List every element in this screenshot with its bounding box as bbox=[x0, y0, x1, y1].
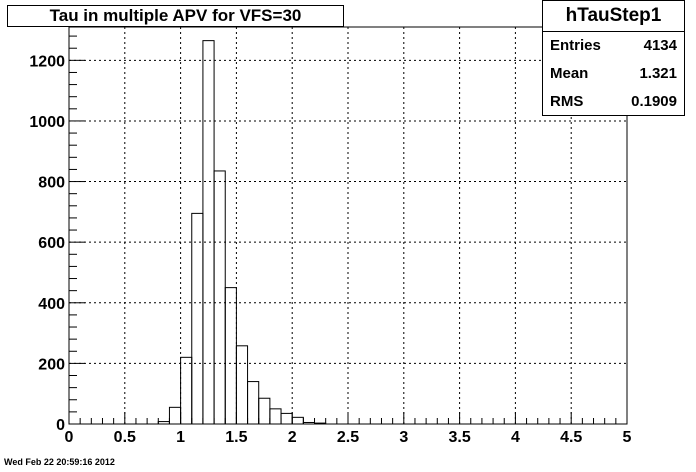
histogram-bin bbox=[168, 406, 182, 425]
stats-mean-value: 1.321 bbox=[639, 65, 677, 82]
histogram-bin bbox=[224, 287, 237, 425]
stats-rms-row: RMS 0.1909 bbox=[543, 88, 684, 116]
timestamp: Wed Feb 22 20:59:16 2012 bbox=[4, 457, 115, 467]
histogram-bin bbox=[291, 416, 304, 425]
x-tick-label: 4.5 bbox=[560, 429, 582, 446]
stats-entries-label: Entries bbox=[550, 37, 601, 54]
stats-mean-row: Mean 1.321 bbox=[543, 60, 684, 88]
histogram-bin bbox=[180, 356, 193, 425]
x-tick-label: 0 bbox=[65, 429, 74, 446]
y-tick-label: 800 bbox=[38, 175, 65, 192]
x-tick-label: 3 bbox=[399, 429, 408, 446]
plot-title: Tau in multiple APV for VFS=30 bbox=[7, 5, 344, 27]
histogram-bin bbox=[191, 212, 204, 425]
stats-histogram-name: hTauStep1 bbox=[543, 1, 684, 32]
x-tick-label: 2.5 bbox=[337, 429, 359, 446]
y-tick-label: 600 bbox=[38, 235, 65, 252]
stats-box: hTauStep1 Entries 4134 Mean 1.321 RMS 0.… bbox=[542, 0, 685, 116]
x-tick-label: 3.5 bbox=[448, 429, 470, 446]
x-tick-label: 1.5 bbox=[225, 429, 247, 446]
x-tick-label: 5 bbox=[623, 429, 632, 446]
histogram-bin bbox=[235, 345, 249, 425]
histogram-bin bbox=[258, 397, 271, 425]
histogram-bin bbox=[213, 170, 226, 425]
x-tick-label: 2 bbox=[288, 429, 297, 446]
histogram-bin bbox=[202, 40, 215, 425]
histogram-bin bbox=[269, 408, 282, 425]
y-tick-label: 1200 bbox=[29, 53, 65, 70]
stats-entries-value: 4134 bbox=[643, 37, 677, 54]
y-tick-label: 0 bbox=[56, 417, 65, 434]
x-tick-label: 0.5 bbox=[114, 429, 136, 446]
histogram-bin bbox=[247, 381, 260, 425]
histogram-bin bbox=[280, 412, 293, 425]
y-tick-label: 400 bbox=[38, 296, 65, 313]
stats-mean-label: Mean bbox=[550, 65, 589, 82]
x-tick-label: 4 bbox=[511, 429, 520, 446]
stats-rms-label: RMS bbox=[550, 93, 584, 110]
stats-entries-row: Entries 4134 bbox=[543, 32, 684, 60]
stats-rms-value: 0.1909 bbox=[631, 93, 677, 110]
y-tick-label: 200 bbox=[38, 356, 65, 373]
x-tick-label: 1 bbox=[176, 429, 185, 446]
y-tick-label: 1000 bbox=[29, 114, 65, 131]
